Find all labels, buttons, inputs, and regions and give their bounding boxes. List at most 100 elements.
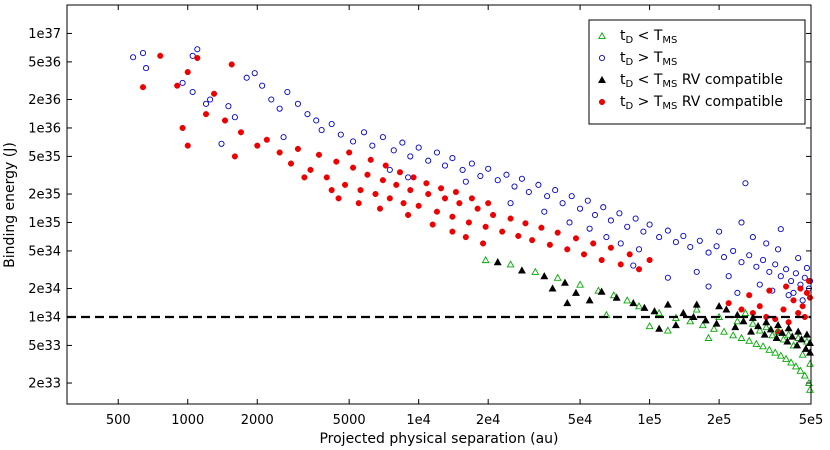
data-point-blue	[656, 234, 663, 241]
data-point-blue	[259, 82, 266, 89]
data-point-black	[640, 303, 649, 311]
data-point-black	[774, 320, 783, 329]
data-point-red	[635, 266, 643, 273]
data-point-green	[645, 322, 654, 330]
data-point-green	[692, 305, 701, 313]
data-point-green	[768, 331, 777, 339]
data-point-red	[405, 211, 412, 219]
data-point-blue	[468, 160, 475, 167]
data-point-blue	[603, 234, 610, 241]
data-point-black	[655, 324, 664, 332]
data-point-blue	[243, 74, 250, 81]
data-point-blue	[313, 117, 320, 124]
series-red-filled-circles	[139, 52, 814, 335]
data-point-blue	[268, 96, 275, 103]
data-point-red	[342, 181, 349, 188]
data-point-red	[237, 129, 245, 136]
data-point-green	[553, 273, 562, 281]
data-point-red	[490, 211, 497, 219]
data-point-green	[774, 327, 783, 335]
data-point-blue	[511, 183, 518, 190]
data-point-blue	[640, 228, 647, 235]
data-point-red	[350, 164, 357, 171]
data-point-blue	[552, 187, 559, 194]
data-point-blue	[179, 79, 186, 86]
data-point-green	[784, 330, 793, 338]
data-point-black	[493, 258, 502, 266]
y-tick-label: 1e36	[28, 121, 61, 136]
data-point-red	[423, 180, 430, 187]
data-point-red	[396, 169, 404, 176]
data-point-green	[802, 337, 811, 345]
data-point-red	[429, 221, 436, 228]
data-point-blue	[713, 243, 720, 250]
data-point-blue	[720, 254, 728, 261]
data-point-red	[449, 228, 456, 235]
data-point-red	[437, 185, 445, 192]
data-point-black	[772, 333, 781, 341]
data-point-black	[663, 300, 672, 308]
data-point-blue	[772, 261, 779, 268]
x-tick-label: 2000	[241, 413, 274, 428]
data-point-red	[766, 287, 773, 294]
data-point-red	[780, 306, 787, 313]
data-point-red	[474, 205, 481, 212]
data-point-green	[481, 255, 490, 264]
data-point-green	[704, 333, 713, 341]
data-point-blue	[696, 237, 703, 244]
legend-marker-red	[598, 98, 606, 106]
y-tick-label: 2e36	[28, 93, 61, 108]
data-point-red	[797, 285, 804, 292]
data-point-blue	[624, 223, 631, 230]
data-point-blue	[459, 166, 466, 173]
data-point-blue	[433, 149, 441, 156]
data-point-blue	[584, 197, 591, 204]
y-tick-label: 2e34	[28, 282, 61, 297]
data-point-black	[650, 307, 659, 315]
data-point-green	[782, 354, 791, 362]
data-point-green	[771, 348, 780, 356]
data-point-black	[794, 327, 803, 335]
data-point-green	[806, 385, 814, 393]
data-point-blue	[276, 105, 283, 112]
data-point-red	[184, 142, 191, 149]
data-point-blue	[207, 96, 214, 103]
data-point-black	[754, 322, 763, 330]
data-point-blue	[753, 263, 760, 270]
data-point-blue	[785, 292, 792, 299]
data-point-blue	[635, 246, 643, 253]
data-point-blue	[607, 217, 614, 224]
data-point-red	[485, 200, 492, 207]
data-point-red	[783, 283, 790, 290]
data-point-green	[779, 335, 788, 343]
data-point-black	[671, 320, 680, 329]
data-point-red	[462, 234, 469, 241]
data-point-green	[737, 333, 746, 341]
y-tick-label: 1e35	[28, 216, 61, 231]
data-point-red	[626, 251, 633, 258]
data-point-blue	[742, 180, 749, 187]
data-point-black	[801, 344, 810, 352]
data-point-black	[760, 330, 769, 338]
data-point-green	[776, 351, 785, 359]
data-point-red	[598, 257, 605, 264]
y-tick-label: 5e35	[28, 150, 61, 165]
data-point-blue	[632, 215, 639, 222]
x-tick-label: 5000	[333, 413, 366, 428]
data-point-red	[515, 232, 522, 239]
data-point-black	[712, 319, 721, 327]
data-point-blue	[783, 266, 790, 273]
data-point-red	[333, 158, 340, 165]
data-point-blue	[756, 281, 763, 288]
data-point-green	[791, 362, 800, 370]
data-point-black	[747, 327, 756, 335]
data-point-blue	[803, 264, 810, 272]
data-point-red	[407, 187, 414, 194]
data-point-red	[307, 166, 314, 173]
data-point-blue	[251, 70, 258, 77]
data-point-blue	[664, 227, 671, 234]
legend-marker-blue	[598, 54, 606, 62]
data-point-green	[686, 317, 695, 325]
data-point-red	[554, 229, 561, 236]
data-point-blue	[477, 172, 484, 180]
